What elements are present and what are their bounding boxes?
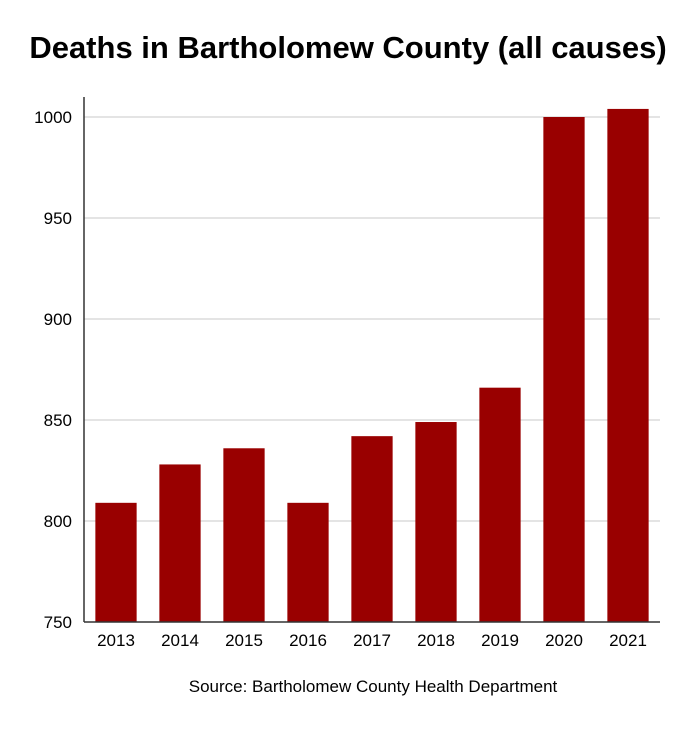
- x-tick-label: 2020: [545, 631, 583, 650]
- bar-2018: [415, 422, 457, 622]
- y-tick-label: 900: [44, 310, 72, 329]
- y-tick-label: 800: [44, 512, 72, 531]
- bar-2020: [543, 117, 585, 622]
- y-tick-label: 750: [44, 613, 72, 632]
- y-tick-labels: 750 800 850 900 950 1000: [34, 108, 72, 632]
- bar-2015: [223, 448, 265, 622]
- bar-2013: [95, 502, 137, 622]
- bar-2019: [479, 387, 521, 622]
- x-tick-label: 2015: [225, 631, 263, 650]
- x-tick-label: 2013: [97, 631, 135, 650]
- bar-2014: [159, 464, 201, 622]
- x-tick-label: 2016: [289, 631, 327, 650]
- bar-2017: [351, 436, 393, 622]
- bar-2016: [287, 502, 329, 622]
- y-tick-label: 1000: [34, 108, 72, 127]
- chart-title: Deaths in Bartholomew County (all causes…: [29, 30, 667, 65]
- x-tick-labels: 2013 2014 2015 2016 2017 2018 2019 2020 2021: [97, 631, 647, 650]
- bars: [95, 108, 649, 623]
- bar-2021: [607, 108, 649, 623]
- x-tick-label: 2018: [417, 631, 455, 650]
- x-tick-label: 2021: [609, 631, 647, 650]
- axes: [83, 97, 660, 623]
- x-tick-label: 2017: [353, 631, 391, 650]
- y-tick-label: 850: [44, 411, 72, 430]
- y-tick-label: 950: [44, 209, 72, 228]
- x-tick-label: 2019: [481, 631, 519, 650]
- source-note: Source: Bartholomew County Health Depart…: [188, 677, 558, 696]
- x-tick-label: 2014: [161, 631, 199, 650]
